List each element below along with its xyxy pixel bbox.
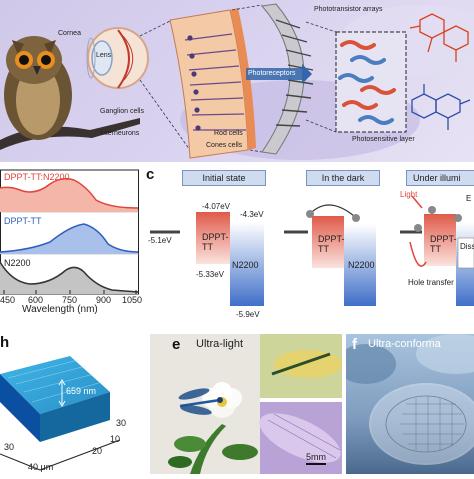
xtick-1050: 1050 — [122, 295, 143, 305]
energy-diagram-graphics — [150, 195, 474, 306]
illum-dppt-label: DPPT- TT — [430, 234, 457, 254]
label-layer: Photosensitive layer — [352, 136, 415, 143]
dark-n2200-label: N2200 — [348, 260, 375, 270]
retina-slab — [169, 8, 256, 159]
panel-c: c Initial state In the dark Under illumi — [142, 166, 474, 319]
panel-a: Cornea Lens Ganglion cells Interneurons … — [0, 0, 474, 162]
state-header-dark: In the dark — [306, 170, 380, 186]
label-cornea: Cornea — [58, 30, 81, 37]
panel-b: DPPT-TT:N2200 DPPT-TT N2200 450 600 750 … — [0, 166, 143, 315]
energy-electrode: -5.1eV — [148, 236, 172, 245]
owl-illustration — [4, 36, 72, 140]
panel-a-illustration — [0, 3, 474, 160]
photoreceptors-arrow — [246, 68, 302, 80]
series-label-blend: DPPT-TT:N2200 — [4, 172, 70, 182]
energy-dppt-lumo: -4.07eV — [202, 202, 231, 211]
energy-n2200-homo: -5.9eV — [236, 310, 260, 319]
panel-letter-h: h — [0, 334, 10, 351]
label-ganglion: Ganglion cells — [100, 108, 144, 115]
absorption-spectra — [0, 169, 139, 295]
height-label: 659 nm — [66, 386, 97, 396]
dppt-box-initial — [196, 212, 230, 264]
energy-dppt-homo: -5.33eV — [196, 270, 225, 279]
state-header-initial: Initial state — [182, 170, 266, 186]
panel-f: f Ultra-conforma — [346, 334, 474, 474]
xtick-750: 750 — [62, 295, 78, 305]
hole-transfer-label: Hole transfer — [408, 278, 454, 287]
panel-letter-e: e — [172, 336, 181, 353]
surface-3d-plot — [0, 356, 121, 471]
diss-label: Diss — [460, 242, 474, 251]
label-arrays: Phototransistor arrays — [314, 6, 383, 13]
state-dark-label: In the dark — [321, 173, 365, 183]
panel-letter-f: f — [352, 336, 357, 353]
curved-phototransistor-array — [261, 3, 314, 155]
unit-label: 40 μm — [28, 462, 54, 472]
xlabel-wavelength: Wavelength (nm) — [22, 304, 98, 315]
panel-letter-c: c — [146, 166, 155, 183]
xtick-900: 900 — [96, 295, 112, 305]
eye-diagram — [86, 27, 149, 89]
n2200-structure — [411, 84, 471, 130]
state-illum-label: Under illumi — [413, 173, 461, 183]
label-rod: Rod cells — [214, 130, 243, 137]
label-interneurons: Interneurons — [100, 130, 140, 137]
photosensitive-layer-box — [305, 21, 407, 133]
series-label-dppt: DPPT-TT — [4, 216, 42, 226]
dark-dppt-label: DPPT- TT — [318, 234, 345, 254]
xtick-600: 600 — [28, 295, 44, 305]
ultra-light-title: Ultra-light — [196, 338, 244, 350]
energy-n2200-lumo: -4.3eV — [240, 210, 264, 219]
n2200-box-label: N2200 — [232, 260, 259, 270]
scale-bar-label: 5mm — [306, 452, 326, 462]
series-label-n2200: N2200 — [4, 258, 31, 268]
tick-right-30: 30 — [116, 418, 127, 428]
xtick-450: 450 — [0, 295, 16, 305]
state-initial-label: Initial state — [202, 173, 246, 183]
light-label: Light — [400, 190, 418, 199]
label-cone: Cones cells — [206, 142, 243, 149]
ultra-conformal-photo — [346, 334, 474, 465]
panel-e: e Ultra-light 5mm — [150, 334, 342, 474]
label-lens: Lens — [96, 52, 112, 59]
label-photoreceptors: Photoreceptors — [248, 70, 296, 77]
ultra-conformal-title: Ultra-conforma — [368, 338, 441, 350]
tick-front-30: 30 — [4, 442, 15, 452]
e-label: E — [466, 194, 472, 203]
tick-right-10: 10 — [110, 434, 121, 444]
dragonfly-image — [178, 388, 223, 415]
tick-right-20: 20 — [92, 446, 103, 456]
ultra-light-photo — [150, 334, 342, 474]
dppt-tt-structure — [409, 13, 469, 62]
state-header-illum: Under illumi — [406, 170, 474, 186]
dppt-box-label: DPPT- TT — [202, 232, 229, 252]
n2200-box-initial — [230, 222, 264, 306]
panel-d: h 659 nm 10 20 30 30 40 μm — [0, 330, 142, 474]
